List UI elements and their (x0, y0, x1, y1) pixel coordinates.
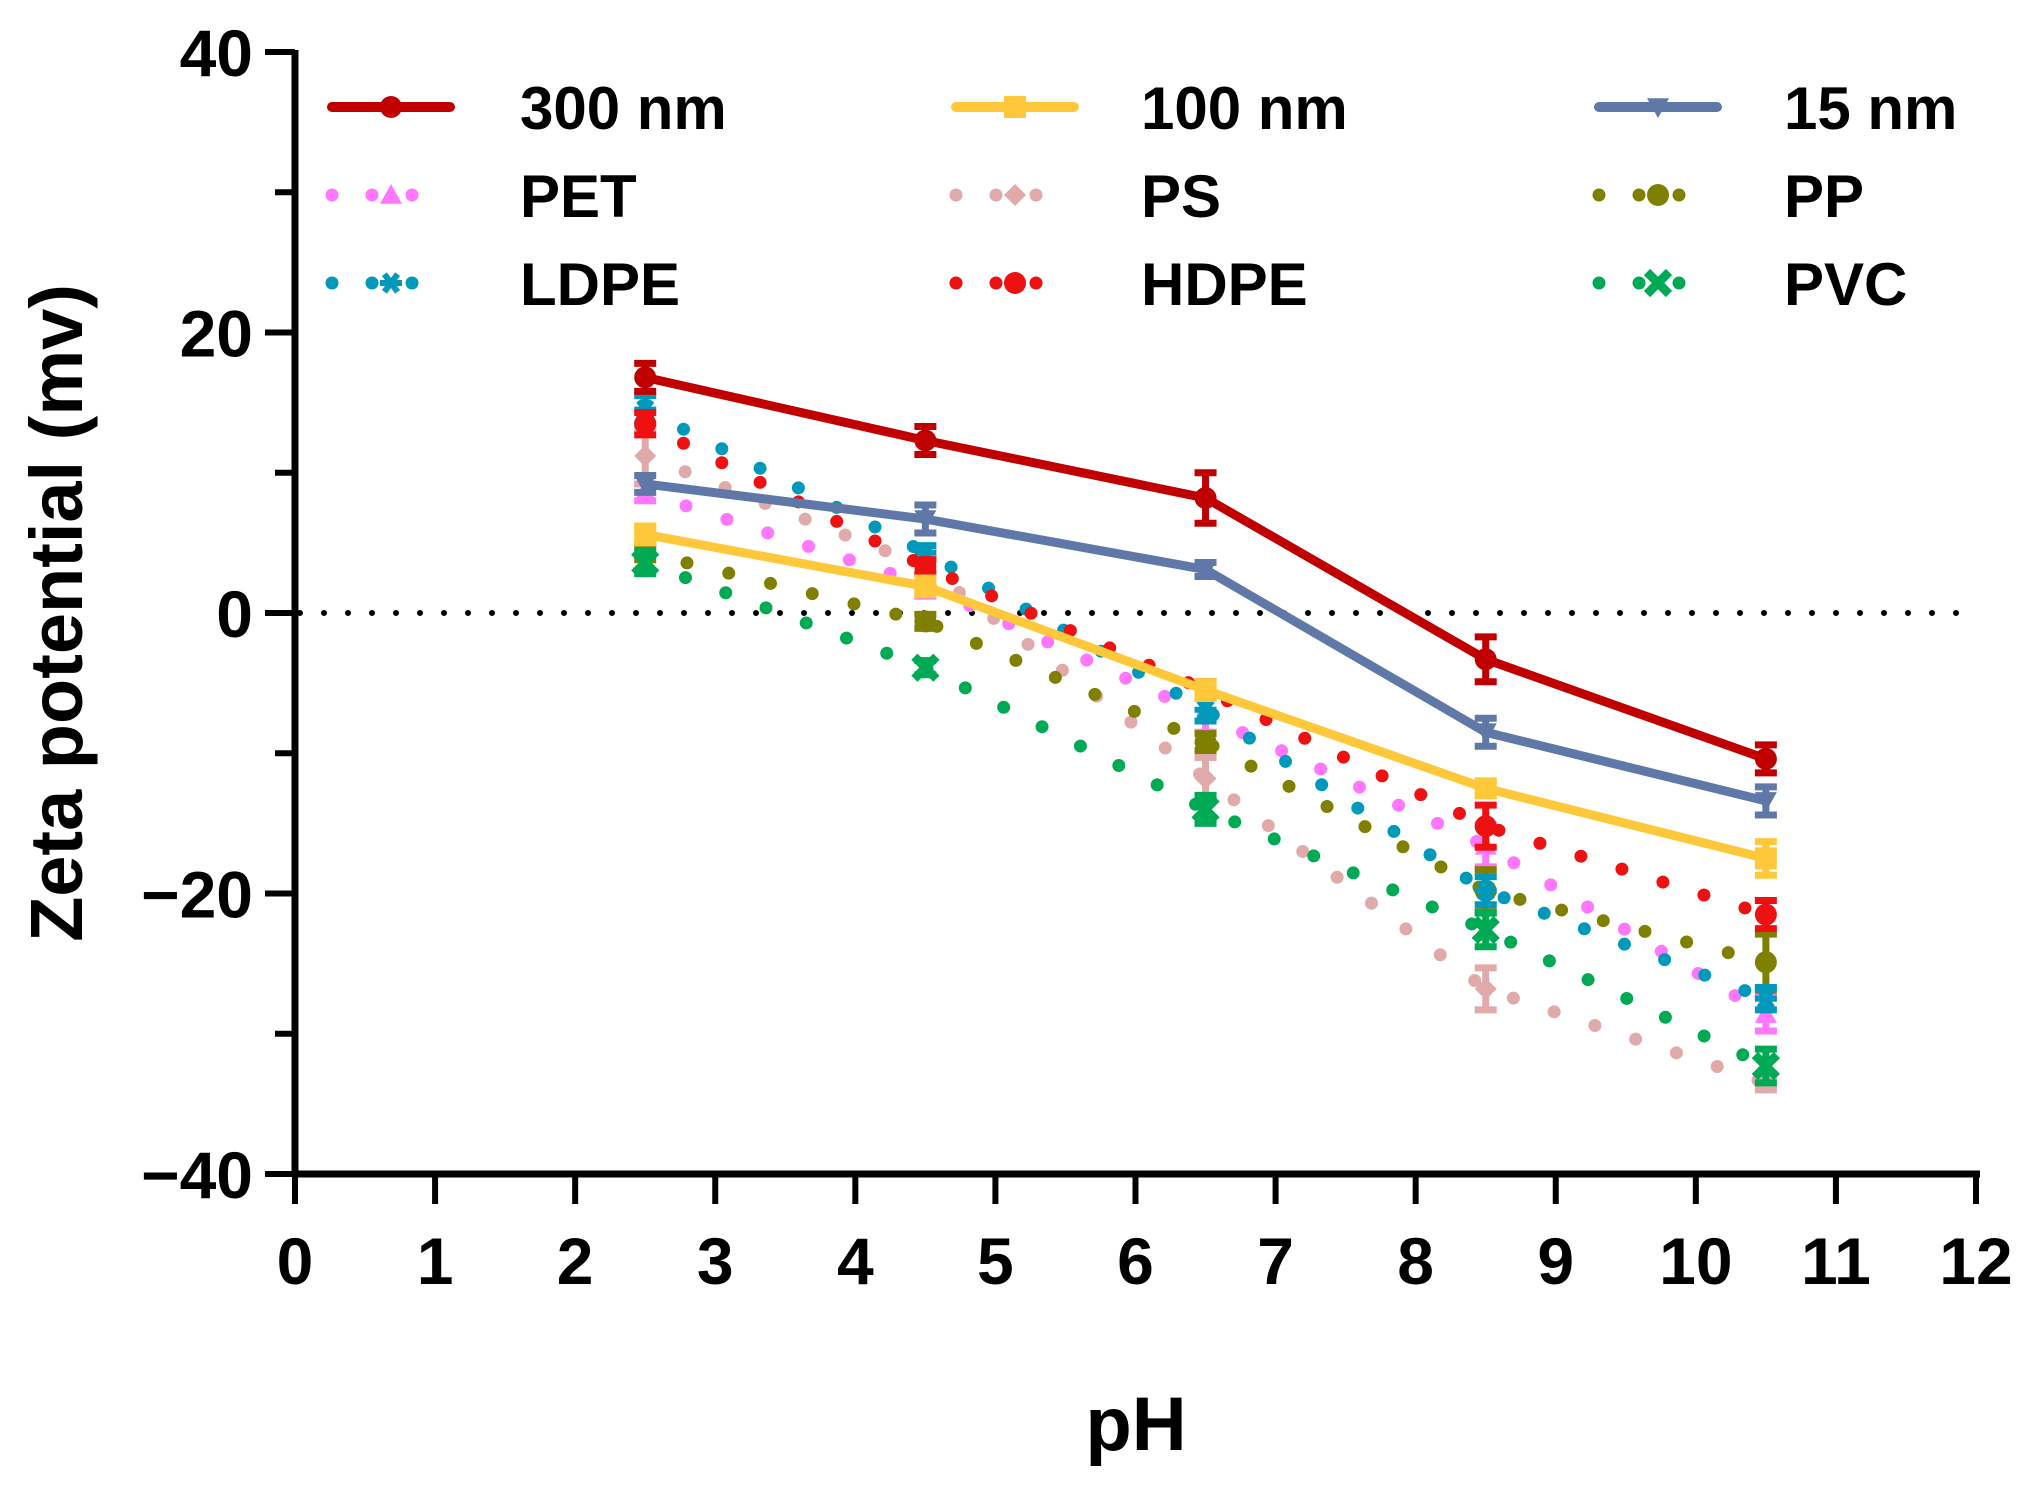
legend: 300 nm 100 nm 15 nm PET PS PP LDPE HDPE PVC (325, 75, 1957, 318)
data-point-triangle-down (1474, 723, 1497, 744)
data-point-square (1474, 777, 1497, 800)
series-layer (631, 359, 1780, 1094)
data-point-circle (1004, 272, 1026, 294)
y-tick-label: 0 (216, 577, 253, 651)
x-tick-label: 6 (1117, 1224, 1154, 1298)
y-tick-label: 40 (180, 16, 253, 90)
cross-stroke (911, 653, 940, 682)
series-pvc (631, 547, 1780, 1087)
data-point-triangle-down (634, 475, 657, 495)
legend-label: PET (520, 163, 637, 230)
data-point-square (1194, 679, 1217, 702)
data-point-cross (1643, 268, 1673, 298)
data-point-cross (911, 653, 940, 682)
legend-item-ps: PS (949, 163, 1221, 230)
cross-stroke (1191, 795, 1220, 824)
x-tick-label: 8 (1397, 1224, 1434, 1298)
series-15-nm (634, 472, 1777, 819)
legend-label: PS (1141, 163, 1221, 230)
legend-label: 300 nm (520, 75, 727, 142)
legend-item-hdpe: HDPE (949, 251, 1308, 318)
data-point-circle (1754, 903, 1777, 926)
asterisk-stroke (1474, 880, 1497, 902)
legend-item-pp: PP (1592, 163, 1864, 230)
data-point-square (1754, 847, 1777, 870)
x-tick-label: 1 (417, 1224, 454, 1298)
x-tick-label: 10 (1659, 1224, 1732, 1298)
x-tick-label: 7 (1257, 1224, 1294, 1298)
data-point-cross (1471, 915, 1500, 945)
data-point-circle (634, 366, 657, 389)
legend-label: PP (1784, 163, 1864, 230)
asterisk-stroke (1194, 699, 1217, 721)
data-point-diamond (1194, 767, 1217, 790)
data-point-asterisk (1754, 988, 1777, 1010)
data-point-diamond (1004, 184, 1026, 206)
legend-item-300-nm: 300 nm (327, 75, 727, 142)
legend-item-100-nm: 100 nm (951, 75, 1348, 142)
asterisk-stroke (1754, 988, 1777, 1010)
series-300-nm (634, 359, 1777, 777)
data-point-triangle-down (1647, 98, 1669, 118)
y-axis-label: Zeta potential (mv) (15, 284, 98, 942)
data-point-circle (1754, 951, 1777, 974)
data-point-circle (914, 429, 937, 452)
data-point-square (914, 575, 937, 598)
x-tick-label: 9 (1537, 1224, 1574, 1298)
asterisk-stroke (380, 272, 402, 294)
data-point-square (634, 523, 657, 546)
cross-stroke (1751, 1051, 1780, 1081)
data-point-circle (1647, 184, 1669, 206)
x-tick-label: 3 (697, 1224, 734, 1298)
legend-item-ldpe: LDPE (325, 251, 680, 318)
x-tick-label: 12 (1939, 1224, 2012, 1298)
series-line (638, 417, 1773, 922)
data-point-asterisk (1474, 880, 1497, 902)
x-tick-label: 4 (837, 1224, 874, 1298)
data-point-circle (1194, 731, 1217, 754)
legend-item-pvc: PVC (1592, 251, 1907, 318)
data-point-cross (1191, 795, 1220, 824)
data-point-circle (380, 96, 402, 118)
legend-label: LDPE (520, 251, 680, 318)
y-tick-label: −20 (141, 858, 253, 932)
x-tick-label: 5 (977, 1224, 1014, 1298)
legend-label: 15 nm (1784, 75, 1957, 142)
data-point-cross (1751, 1051, 1780, 1081)
legend-label: PVC (1784, 251, 1907, 318)
x-tick-label: 2 (557, 1224, 594, 1298)
y-tick-label: 20 (180, 297, 253, 371)
cross-stroke (1471, 915, 1500, 945)
data-point-circle (1754, 747, 1777, 770)
data-point-circle (914, 610, 937, 633)
x-tick-label: 0 (277, 1224, 314, 1298)
data-point-circle (1194, 486, 1217, 509)
data-point-asterisk (380, 272, 402, 294)
x-axis-label: pH (1085, 1382, 1186, 1467)
data-point-diamond (1474, 977, 1497, 1000)
data-point-triangle (380, 184, 402, 204)
data-point-triangle-down (1754, 792, 1777, 812)
data-point-triangle-down (1194, 560, 1217, 581)
data-point-circle (1474, 648, 1497, 671)
cross-stroke (1643, 268, 1673, 298)
legend-label: HDPE (1141, 251, 1308, 318)
series-100-nm (634, 522, 1777, 879)
data-point-diamond (634, 444, 657, 467)
y-tick-label: −40 (141, 1138, 253, 1212)
x-tick-label: 11 (1801, 1224, 1871, 1298)
data-point-square (1004, 96, 1026, 118)
legend-label: 100 nm (1141, 75, 1348, 142)
data-point-cross (631, 548, 660, 577)
data-point-circle (1474, 815, 1497, 838)
cross-stroke (631, 548, 660, 577)
data-point-circle (914, 555, 937, 578)
data-point-triangle-down (914, 510, 937, 531)
legend-item-pet: PET (325, 163, 637, 230)
legend-item-15-nm: 15 nm (1594, 75, 1957, 142)
data-point-circle (634, 412, 657, 435)
data-point-asterisk (1194, 699, 1217, 721)
